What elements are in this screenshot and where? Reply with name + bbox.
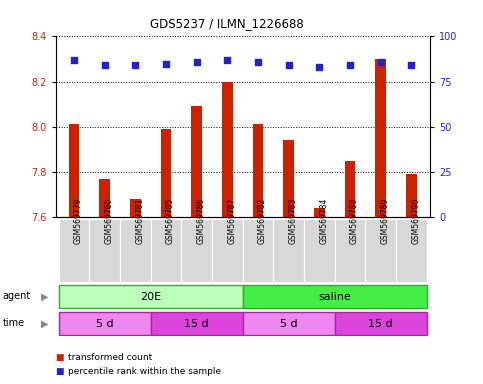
Bar [151,312,243,335]
Point [101,62,109,68]
Point [285,62,293,68]
Point [224,57,231,63]
Text: percentile rank within the sample: percentile rank within the sample [68,367,221,376]
Text: ■: ■ [56,353,64,362]
Text: GSM569786: GSM569786 [197,198,206,244]
Point [131,62,139,68]
Text: 5 d: 5 d [280,318,298,329]
Bar [222,82,233,217]
Bar [304,219,335,282]
Bar [58,219,89,282]
Text: saline: saline [318,291,351,302]
Bar [314,208,325,217]
Text: GSM569788: GSM569788 [350,198,359,244]
Bar [191,106,202,217]
Text: GSM569782: GSM569782 [258,198,267,244]
Text: 5 d: 5 d [96,318,114,329]
Text: GSM569780: GSM569780 [105,198,114,244]
Bar [396,219,427,282]
Bar [335,219,366,282]
Text: ▶: ▶ [41,318,49,328]
Bar [181,219,212,282]
Point [162,61,170,67]
Bar [58,312,151,335]
Bar [243,285,427,308]
Bar [212,219,243,282]
Bar [406,174,417,217]
Point [346,62,354,68]
Bar [58,285,243,308]
Bar [243,312,335,335]
Text: GSM569790: GSM569790 [412,197,421,244]
Bar [151,219,181,282]
Bar [161,129,171,217]
Text: ▶: ▶ [41,291,49,301]
Bar [69,124,79,217]
Point [315,64,323,70]
Bar [366,219,396,282]
Text: GSM569787: GSM569787 [227,198,236,244]
Text: GSM569779: GSM569779 [74,197,83,244]
Text: transformed count: transformed count [68,353,152,362]
Text: GSM569781: GSM569781 [135,198,144,244]
Bar [120,219,151,282]
Text: 15 d: 15 d [185,318,209,329]
Bar [243,219,273,282]
Point [408,62,415,68]
Bar [335,312,427,335]
Bar [345,161,355,217]
Text: GSM569785: GSM569785 [166,198,175,244]
Point [70,57,78,63]
Text: GSM569783: GSM569783 [289,198,298,244]
Text: ■: ■ [56,367,64,376]
Text: GSM569784: GSM569784 [319,198,328,244]
Point [193,59,200,65]
Bar [130,199,141,217]
Text: GDS5237 / ILMN_1226688: GDS5237 / ILMN_1226688 [150,17,304,30]
Text: 15 d: 15 d [369,318,393,329]
Text: 20E: 20E [140,291,161,302]
Bar [89,219,120,282]
Text: time: time [2,318,25,328]
Bar [273,219,304,282]
Bar [375,59,386,217]
Point [254,59,262,65]
Text: GSM569789: GSM569789 [381,198,390,244]
Text: agent: agent [2,291,30,301]
Bar [99,179,110,217]
Point [377,59,384,65]
Bar [284,140,294,217]
Bar [253,124,263,217]
